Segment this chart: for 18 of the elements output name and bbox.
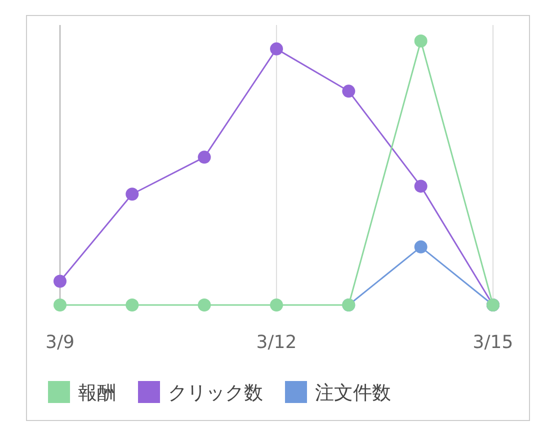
x-tick-label: 3/9 — [46, 332, 74, 353]
point — [342, 84, 356, 98]
x-tick-label: 3/12 — [256, 332, 297, 353]
point — [414, 180, 428, 193]
legend-label: 注文件数 — [315, 382, 391, 404]
point — [270, 298, 283, 312]
point — [54, 274, 66, 288]
point — [414, 34, 428, 48]
point — [198, 298, 211, 312]
point — [54, 298, 66, 312]
point — [414, 240, 428, 254]
point — [270, 42, 283, 56]
legend-label: 報酬 — [78, 382, 116, 404]
point — [126, 188, 139, 201]
point — [126, 298, 139, 312]
point — [198, 150, 211, 164]
legend-label: クリック数 — [168, 382, 263, 404]
x-tick-label: 3/15 — [472, 332, 514, 353]
